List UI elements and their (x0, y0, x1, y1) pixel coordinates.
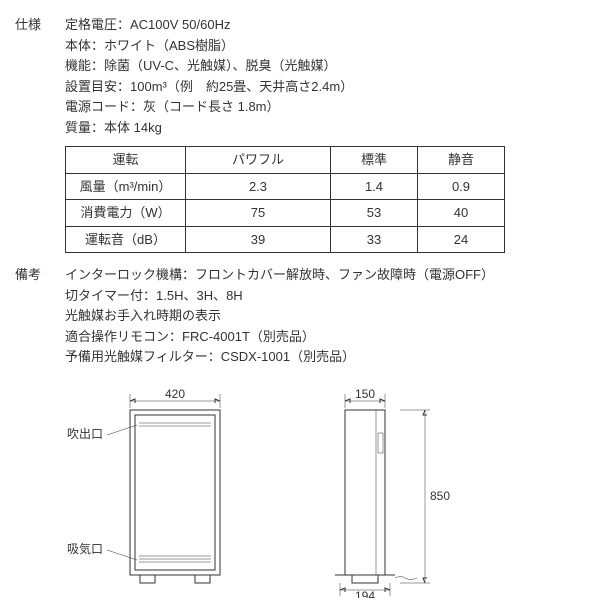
spec-line: 質量：本体 14kg (65, 118, 585, 138)
table-cell: 40 (417, 200, 504, 227)
table-cell: 24 (417, 226, 504, 253)
table-cell: 2.3 (186, 173, 331, 200)
remarks-line: 適合操作リモコン：FRC-4001T（別売品） (65, 327, 585, 347)
remarks-line: 予備用光触媒フィルター：CSDX-1001（別売品） (65, 347, 585, 367)
remarks-content: インターロック機構：フロントカバー解放時、ファン故障時（電源OFF） 切タイマー… (65, 265, 585, 368)
inlet-label: 吸気口 (67, 541, 103, 556)
diagrams: 420 吹出口 吸気口 150 (65, 388, 585, 598)
table-cell: 39 (186, 226, 331, 253)
table-cell: 風量（m³/min） (66, 173, 186, 200)
table-cell: 0.9 (417, 173, 504, 200)
remarks-line: 切タイマー付：1.5H、3H、8H (65, 286, 585, 306)
table-row: 運転音（dB） 39 33 24 (66, 226, 505, 253)
spec-line: 機能：除菌（UV-C、光触媒）、脱臭（光触媒） (65, 56, 585, 76)
spec-line: 本体：ホワイト（ABS樹脂） (65, 36, 585, 56)
dim-width: 420 (165, 388, 185, 401)
remarks-section: 備考 インターロック機構：フロントカバー解放時、ファン故障時（電源OFF） 切タ… (15, 265, 585, 368)
dim-height: 850 (430, 489, 450, 503)
spec-content: 定格電圧：AC100V 50/60Hz 本体：ホワイト（ABS樹脂） 機能：除菌… (65, 15, 585, 138)
spec-line: 設置目安：100m³（例 約25畳、天井高さ2.4m） (65, 77, 585, 97)
table-row: 消費電力（W） 75 53 40 (66, 200, 505, 227)
table-row: 風量（m³/min） 2.3 1.4 0.9 (66, 173, 505, 200)
spec-section: 仕様 定格電圧：AC100V 50/60Hz 本体：ホワイト（ABS樹脂） 機能… (15, 15, 585, 138)
table-header: 標準 (330, 147, 417, 174)
side-view-diagram: 150 194 850 (305, 388, 505, 598)
outlet-label: 吹出口 (67, 427, 103, 441)
spec-line: 定格電圧：AC100V 50/60Hz (65, 15, 585, 35)
spec-label: 仕様 (15, 15, 65, 138)
table-cell: 1.4 (330, 173, 417, 200)
table-cell: 33 (330, 226, 417, 253)
dim-side-width: 150 (355, 388, 375, 401)
table-header-row: 運転 パワフル 標準 静音 (66, 147, 505, 174)
table-cell: 消費電力（W） (66, 200, 186, 227)
remarks-line: 光触媒お手入れ時期の表示 (65, 306, 585, 326)
spec-line: 電源コード：灰（コード長さ 1.8m） (65, 97, 585, 117)
table-cell: 運転音（dB） (66, 226, 186, 253)
table-header: 運転 (66, 147, 186, 174)
front-view-diagram: 420 吹出口 吸気口 (65, 388, 265, 598)
table-header: 静音 (417, 147, 504, 174)
dim-base: 194 (355, 589, 375, 598)
remarks-line: インターロック機構：フロントカバー解放時、ファン故障時（電源OFF） (65, 265, 585, 285)
remarks-label: 備考 (15, 265, 65, 368)
table-header: パワフル (186, 147, 331, 174)
spec-table: 運転 パワフル 標準 静音 風量（m³/min） 2.3 1.4 0.9 消費電… (65, 146, 505, 253)
table-cell: 53 (330, 200, 417, 227)
table-cell: 75 (186, 200, 331, 227)
